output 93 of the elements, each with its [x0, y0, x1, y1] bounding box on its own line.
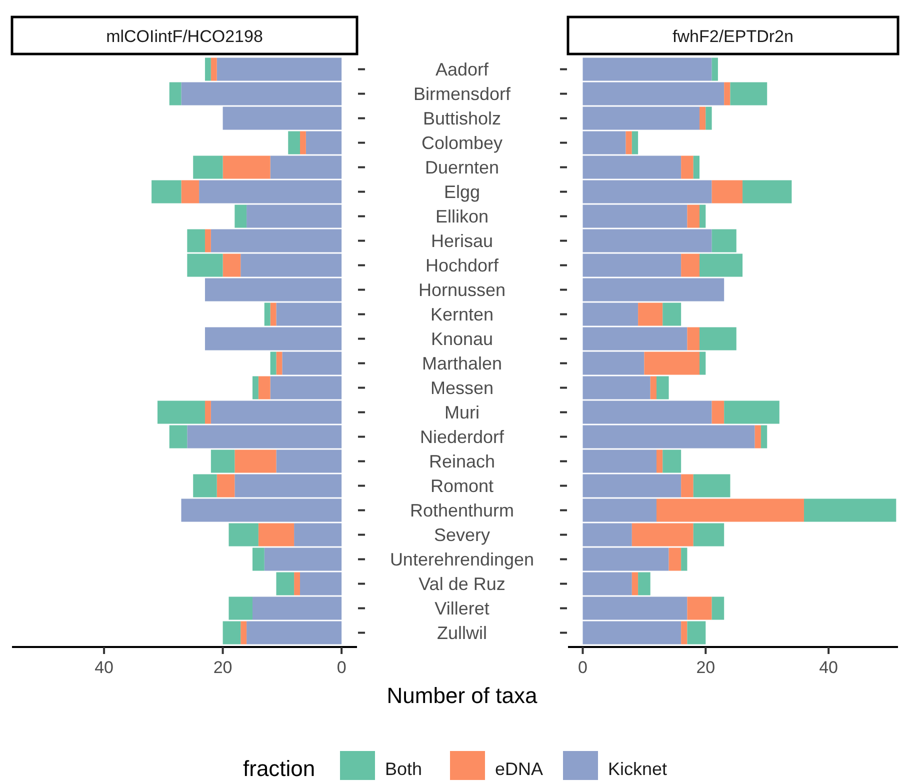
y-tick-label: Hornussen	[418, 280, 506, 300]
bar	[656, 376, 669, 400]
y-tick-label: Colombey	[421, 132, 503, 153]
bar	[270, 352, 276, 375]
bar	[712, 400, 724, 424]
y-tick-label: Villeret	[434, 598, 490, 618]
bar	[258, 523, 294, 546]
bar	[730, 82, 768, 106]
bar	[632, 131, 638, 154]
bar	[687, 204, 700, 228]
bar	[210, 58, 217, 81]
bar	[700, 204, 706, 228]
bar	[240, 621, 247, 644]
y-tick-label: Aadorf	[435, 59, 490, 80]
bar	[276, 572, 294, 596]
x-axis-title: Number of taxa	[386, 683, 538, 708]
bar	[632, 572, 638, 596]
y-tick-label: Reinach	[428, 451, 496, 472]
y-tick-label: Buttisholz	[422, 108, 502, 128]
x-tick-label: 0	[336, 658, 346, 677]
bar	[656, 450, 663, 473]
bar	[712, 180, 743, 204]
bar	[216, 474, 235, 498]
bar	[681, 621, 688, 644]
legend-label: eDNA	[495, 759, 544, 779]
bar	[754, 425, 761, 448]
bar	[264, 302, 270, 326]
x-tick-label: 20	[213, 658, 232, 677]
y-tick-label: Muri	[444, 402, 480, 422]
y-tick-label: Messen	[430, 378, 494, 398]
y-tick-label: Zullwil	[436, 622, 488, 643]
y-tick-label: Hochdorf	[425, 255, 500, 276]
y-tick-label: Ellikon	[435, 206, 489, 226]
bar	[288, 131, 300, 154]
y-tick-label: Severy	[434, 524, 490, 545]
bar	[204, 58, 211, 81]
x-tick-label: 40	[819, 658, 838, 677]
bar	[222, 156, 270, 179]
bar	[742, 180, 792, 204]
legend-title: fraction	[243, 756, 316, 781]
bar	[662, 450, 682, 473]
bar	[193, 156, 223, 179]
y-tick-label: Knonau	[430, 328, 494, 349]
bar	[181, 180, 200, 204]
bar	[693, 523, 724, 546]
y-tick-label: Birmensdorf	[413, 84, 512, 104]
bar	[662, 302, 682, 326]
chart-title: mlCOIintF/HCO2198	[106, 27, 263, 46]
y-tick-label: Elgg	[444, 182, 480, 202]
bar	[270, 302, 276, 326]
bar	[300, 131, 306, 154]
y-tick-label: Marthalen	[422, 353, 502, 374]
bar	[169, 82, 182, 106]
y-tick-label: Herisau	[430, 230, 494, 251]
y-tick-label: Kernten	[430, 304, 494, 324]
bar	[222, 254, 241, 277]
y-tick-label: Niederdorf	[420, 426, 506, 447]
y-tick-label: Romont	[430, 476, 494, 496]
bar	[712, 596, 724, 620]
bar	[712, 58, 718, 81]
bar	[294, 572, 300, 596]
chart-title: fwhF2/EPTDr2n	[672, 27, 794, 46]
legend-label: Kicknet	[608, 759, 668, 779]
bar	[681, 548, 688, 571]
bar	[700, 106, 706, 130]
bar	[693, 474, 730, 498]
bar	[804, 498, 896, 522]
y-tick-label: Val de Ruz	[418, 574, 506, 594]
bar	[152, 180, 182, 204]
x-tick-label: 20	[696, 658, 716, 677]
bar	[276, 352, 282, 375]
y-tick-label: Rothenthurm	[410, 500, 514, 520]
bar	[258, 376, 270, 400]
y-tick-label: Unterehrendingen	[390, 549, 534, 570]
bar	[681, 254, 700, 277]
bar	[638, 572, 650, 596]
y-tick-label: Duernten	[424, 157, 500, 178]
bar	[252, 376, 258, 400]
bar	[638, 302, 663, 326]
x-tick-label: 40	[94, 658, 114, 677]
bar	[681, 156, 694, 179]
bar	[724, 82, 730, 106]
bar	[204, 400, 211, 424]
bar	[626, 131, 632, 154]
x-tick-label: 0	[578, 658, 588, 677]
bar	[234, 204, 247, 228]
bar	[693, 156, 700, 179]
bar	[204, 229, 211, 252]
bar	[687, 621, 706, 644]
bar	[234, 450, 276, 473]
bar	[687, 596, 712, 620]
bar	[706, 106, 712, 130]
legend-label: Both	[385, 759, 422, 779]
